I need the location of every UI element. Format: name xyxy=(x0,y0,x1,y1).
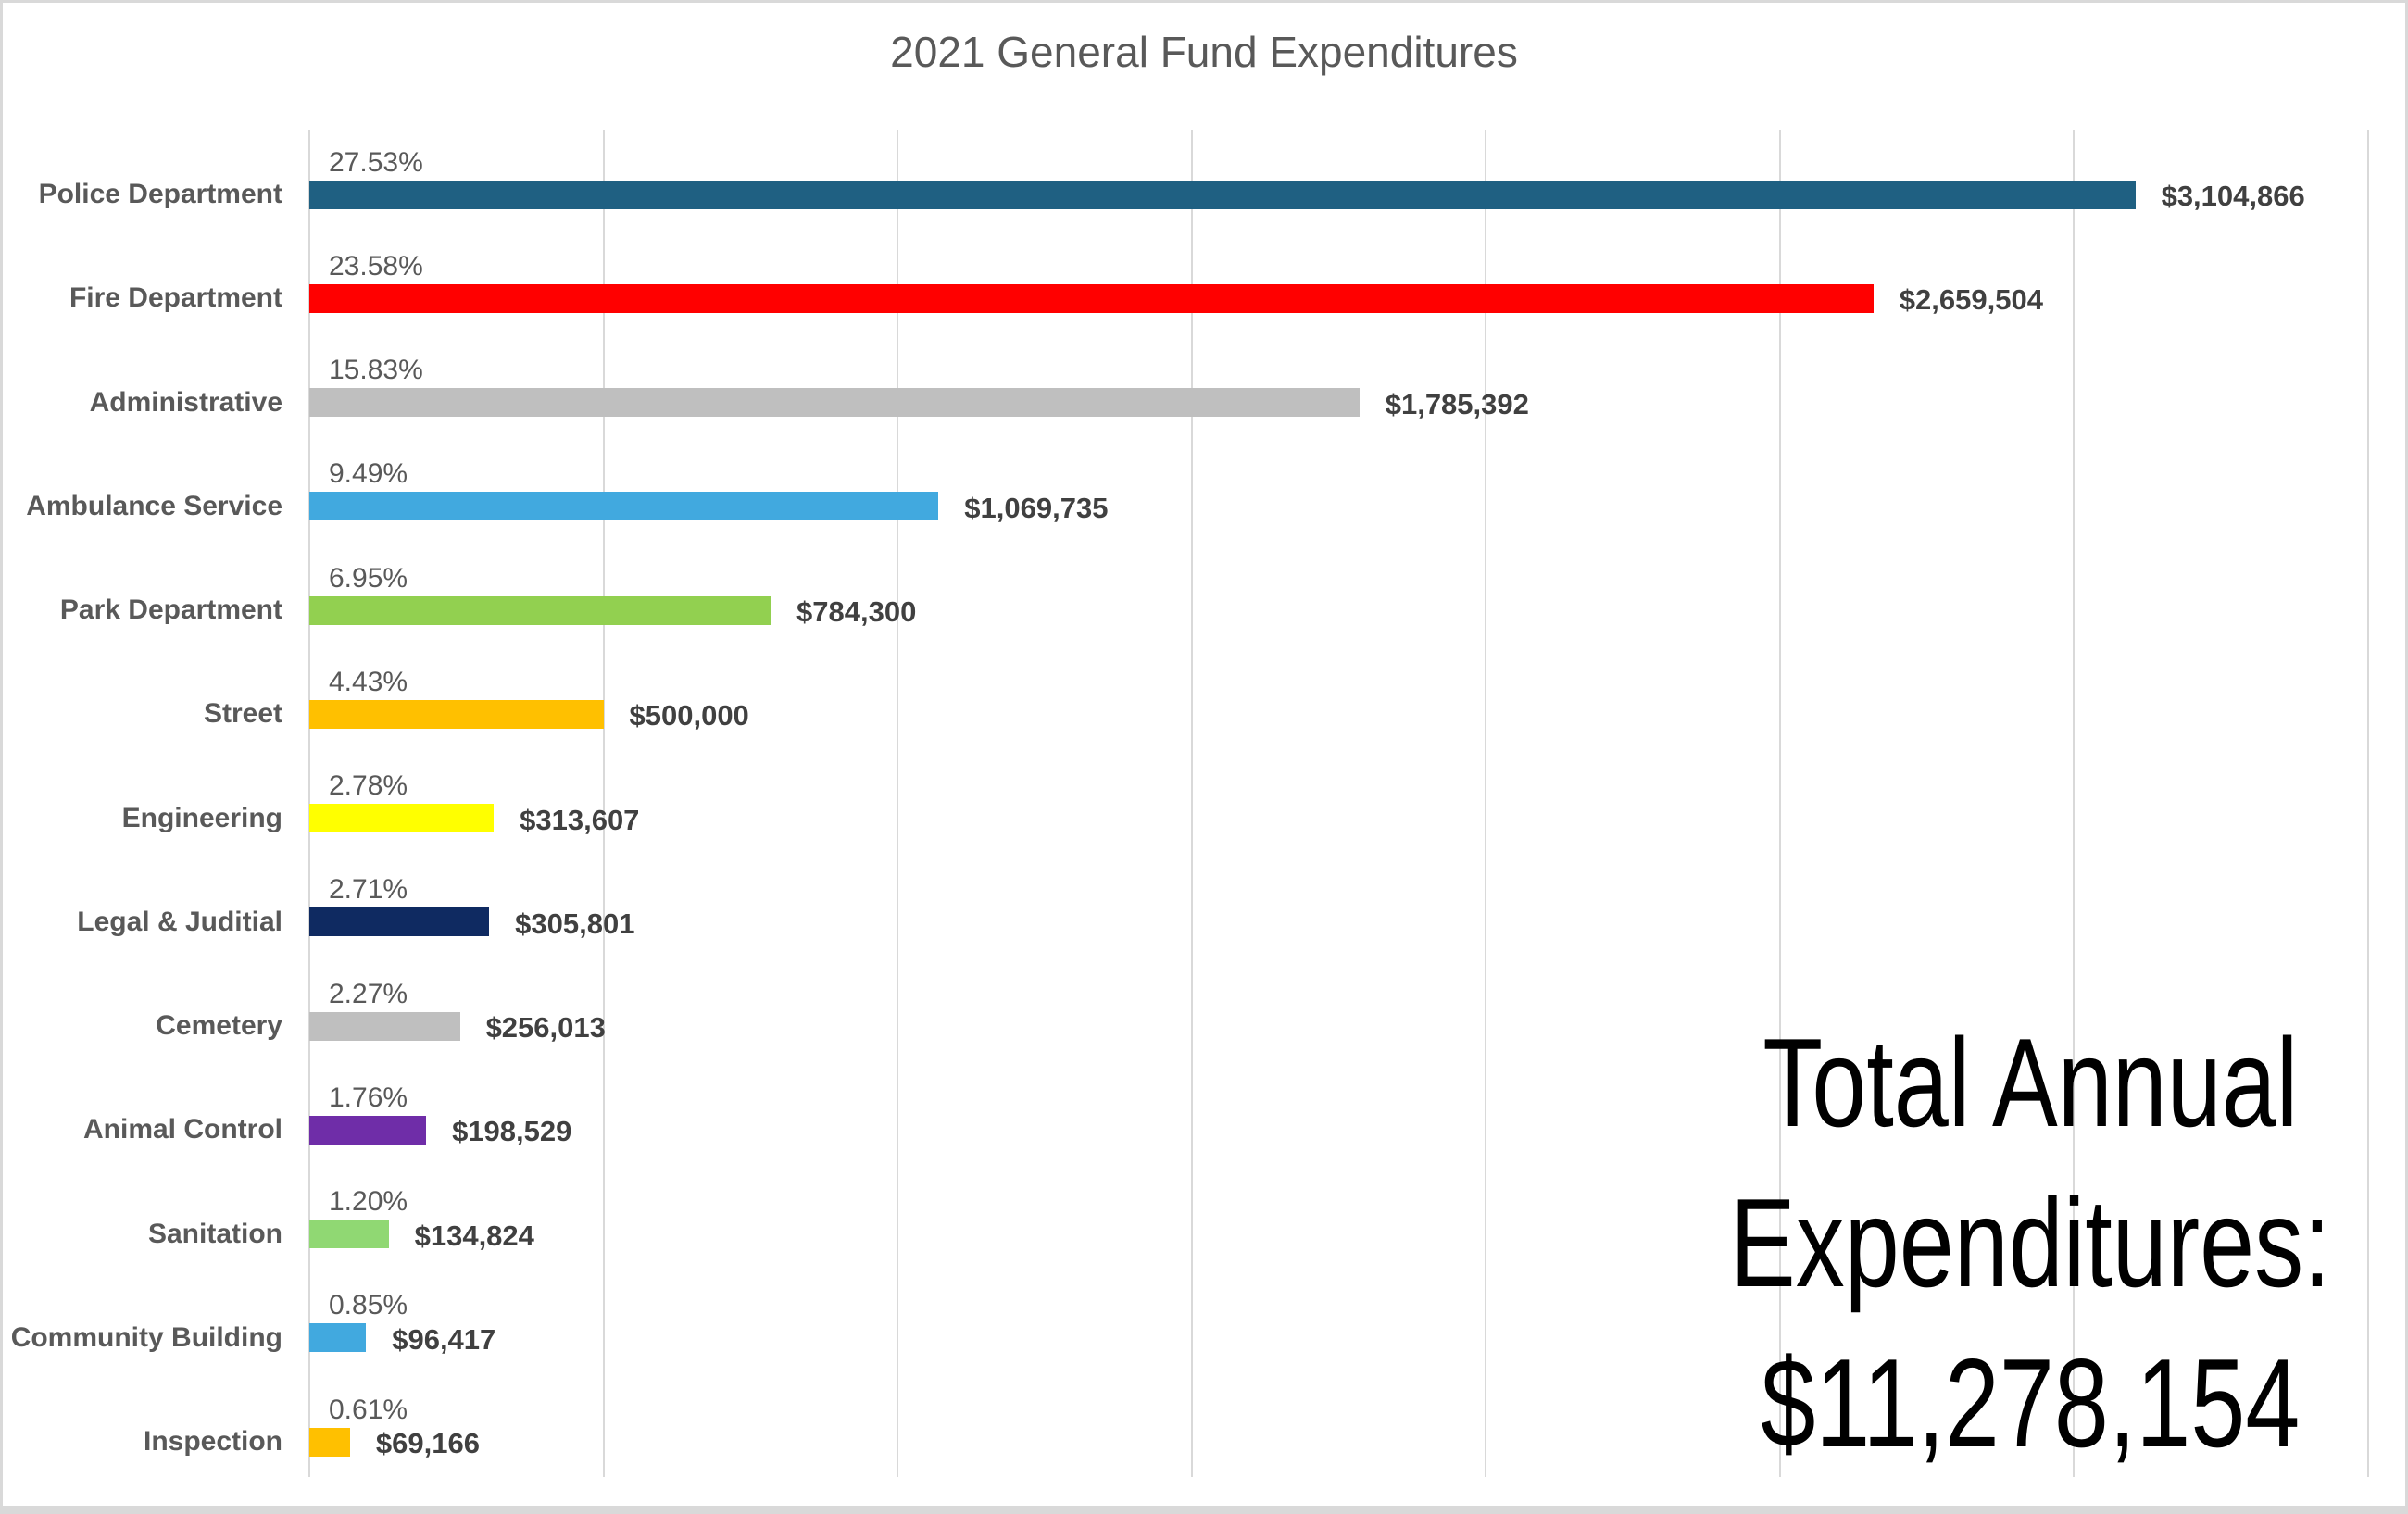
value-label: $96,417 xyxy=(392,1322,496,1356)
category-label: Administrative xyxy=(89,386,282,418)
percent-label: 2.27% xyxy=(329,978,408,1009)
gridline xyxy=(897,130,898,1477)
percent-label: 6.95% xyxy=(329,562,408,594)
category-label: Ambulance Service xyxy=(26,490,282,521)
value-label: $1,069,735 xyxy=(964,491,1109,524)
percent-label: 27.53% xyxy=(329,146,423,178)
category-label: Animal Control xyxy=(83,1114,282,1145)
percent-label: 9.49% xyxy=(329,458,408,490)
percent-label: 23.58% xyxy=(329,250,423,282)
gridline xyxy=(1485,130,1486,1477)
percent-label: 2.71% xyxy=(329,874,408,906)
bar xyxy=(309,1323,367,1353)
gridline xyxy=(1778,130,1781,1477)
value-label: $3,104,866 xyxy=(2161,180,2305,212)
gridline xyxy=(2366,130,2369,1477)
bar xyxy=(309,1220,389,1248)
bar xyxy=(309,1427,350,1457)
value-label: $2,659,504 xyxy=(1899,283,2043,317)
category-label: Fire Department xyxy=(69,282,282,314)
value-label: $134,824 xyxy=(414,1219,534,1252)
category-label: Engineering xyxy=(121,802,282,833)
bar xyxy=(309,907,490,937)
bar xyxy=(309,180,2136,209)
percent-label: 0.85% xyxy=(329,1290,408,1321)
percent-label: 4.43% xyxy=(329,666,408,697)
percent-label: 1.20% xyxy=(329,1186,408,1217)
category-label: Sanitation xyxy=(147,1218,282,1249)
category-label: Park Department xyxy=(59,594,282,625)
gridline xyxy=(2073,130,2075,1477)
bar xyxy=(309,388,1360,417)
category-label: Cemetery xyxy=(156,1010,282,1041)
bar xyxy=(309,1115,427,1145)
value-label: $500,000 xyxy=(629,699,749,732)
percent-label: 1.76% xyxy=(329,1082,408,1113)
bar xyxy=(309,283,1874,313)
value-label: $69,166 xyxy=(375,1427,480,1459)
percent-label: 0.61% xyxy=(329,1394,408,1425)
gridline xyxy=(602,130,605,1477)
category-label: Inspection xyxy=(143,1426,282,1457)
category-label: Legal & Juditial xyxy=(77,906,282,937)
total-annotation: Total Annual Expenditures: $11,278,154 xyxy=(1695,1003,2366,1483)
bar xyxy=(309,595,771,625)
value-label: $1,785,392 xyxy=(1385,387,1529,420)
percent-label: 15.83% xyxy=(329,355,423,385)
category-label: Street xyxy=(203,698,282,730)
bar xyxy=(309,804,495,832)
value-label: $305,801 xyxy=(515,907,635,940)
category-label: Community Building xyxy=(10,1321,282,1353)
category-label: Police Department xyxy=(38,179,282,209)
value-label: $784,300 xyxy=(796,595,917,628)
percent-label: 2.78% xyxy=(329,770,408,801)
total-annotation-line: Total Annual xyxy=(1762,1012,2299,1153)
chart-title: 2021 General Fund Expenditures xyxy=(890,28,1518,76)
bar xyxy=(309,492,939,521)
total-annotation-line: Expenditures: xyxy=(1729,1172,2331,1313)
gridline xyxy=(1190,130,1193,1477)
value-label: $313,607 xyxy=(520,803,640,836)
total-annotation-line: $11,278,154 xyxy=(1761,1333,2301,1473)
gridline xyxy=(308,130,310,1477)
value-label: $256,013 xyxy=(485,1011,606,1044)
value-label: $198,529 xyxy=(452,1115,572,1148)
bar xyxy=(309,699,604,729)
bar xyxy=(309,1011,460,1041)
